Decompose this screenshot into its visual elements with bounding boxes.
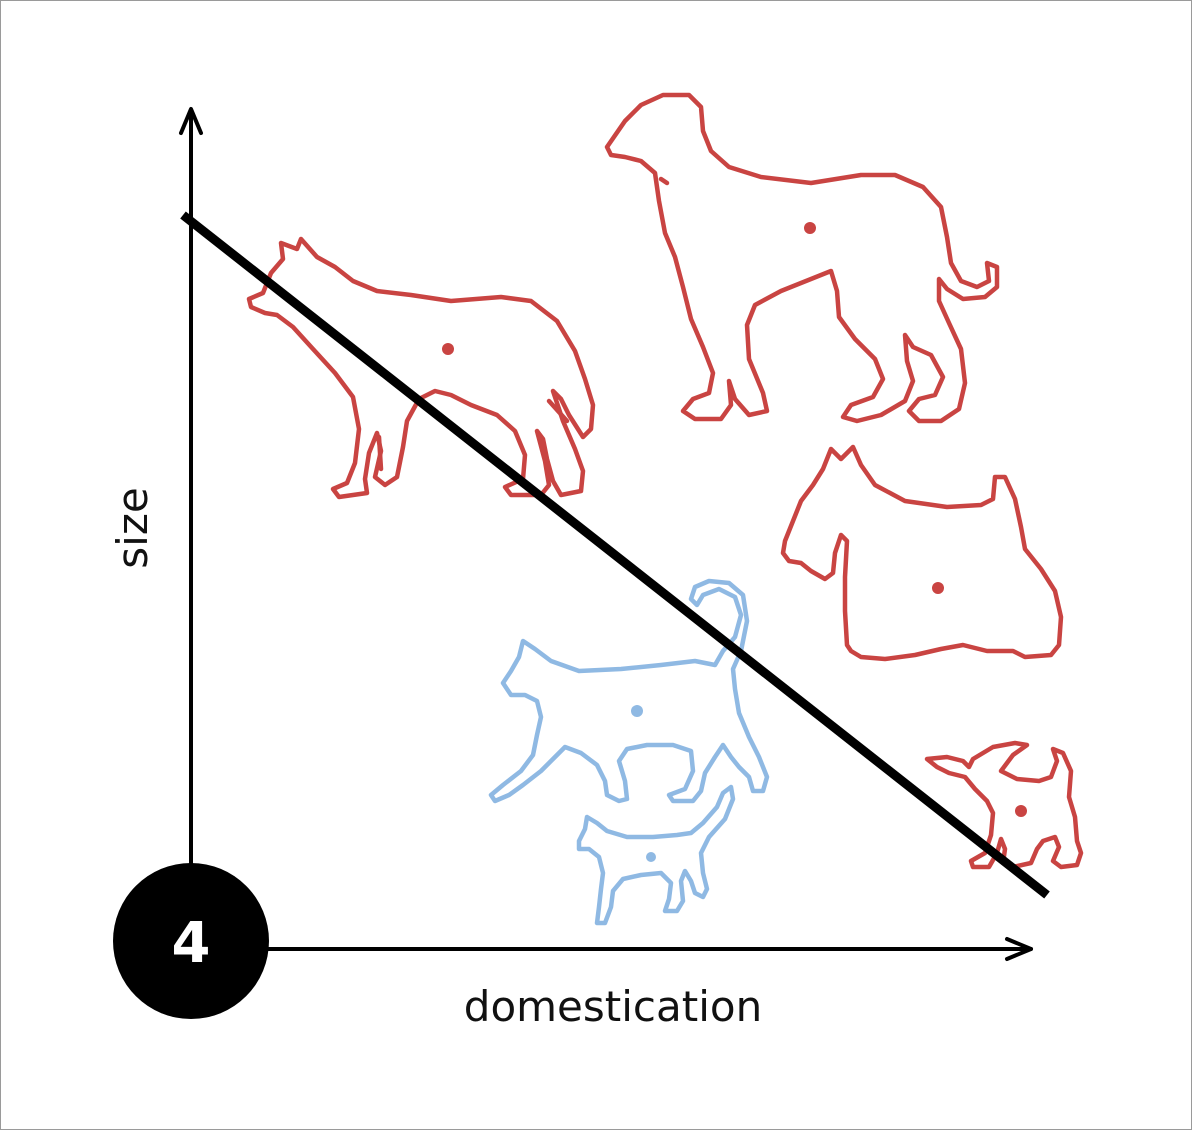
y-axis-label: size [108, 487, 157, 568]
scottie-point [932, 582, 944, 594]
x-axis-label: domestication [464, 982, 762, 1031]
chihuahua-point [1015, 805, 1027, 817]
axes [179, 107, 1033, 961]
greyhound-icon [604, 92, 1000, 424]
greyhound-point [804, 222, 816, 234]
chihuahua-icon [924, 740, 1084, 870]
step-badge: 4 [113, 863, 269, 1019]
large-cat-point [631, 705, 643, 717]
small-cat-icon [576, 784, 736, 926]
wolf-point [442, 343, 454, 355]
badge-number: 4 [172, 911, 211, 976]
x-axis-arrowhead [1005, 937, 1033, 961]
scottie-icon [780, 444, 1064, 662]
y-axis-arrowhead [179, 107, 203, 135]
badge-circle [113, 863, 269, 1019]
wolf-icon [246, 236, 596, 500]
decision-boundary-line [180, 211, 1050, 899]
large-cat-icon [488, 578, 770, 804]
small-cat-point [646, 852, 656, 862]
